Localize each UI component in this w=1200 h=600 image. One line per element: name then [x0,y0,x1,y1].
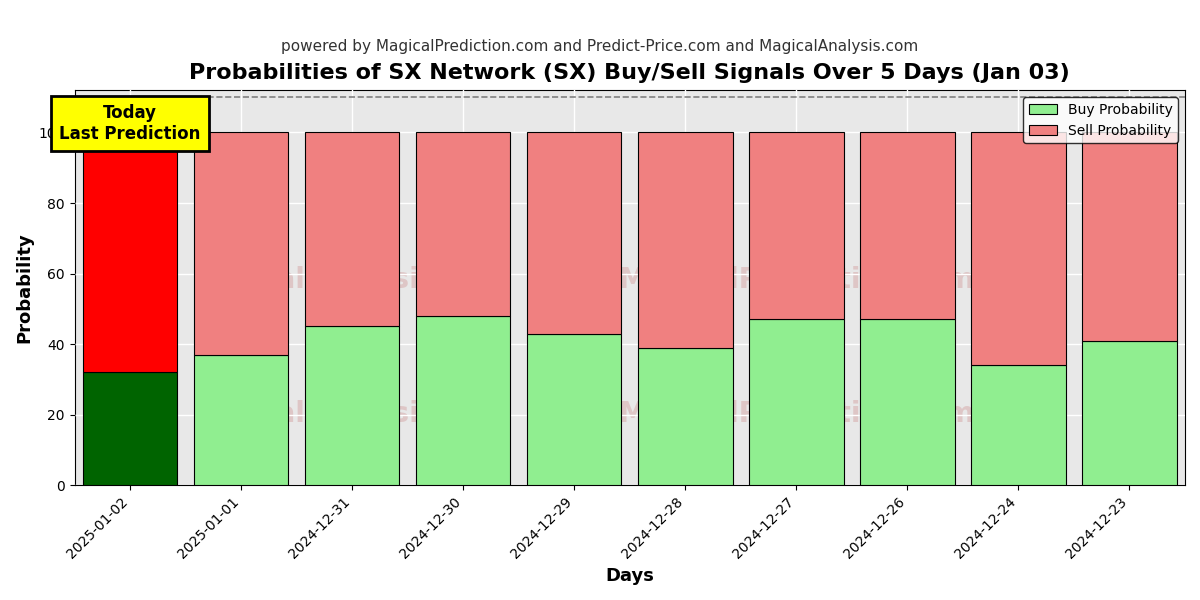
Bar [416,133,510,316]
Title: Probabilities of SX Network (SX) Buy/Sell Signals Over 5 Days (Jan 03): Probabilities of SX Network (SX) Buy/Sel… [190,63,1070,83]
Y-axis label: Probability: Probability [16,232,34,343]
Bar [83,133,178,373]
Text: powered by MagicalPrediction.com and Predict-Price.com and MagicalAnalysis.com: powered by MagicalPrediction.com and Pre… [281,39,919,54]
Bar [971,133,1066,365]
Bar [416,316,510,485]
Bar [749,319,844,485]
X-axis label: Days: Days [605,567,654,585]
Bar [1082,133,1177,341]
Bar [305,326,400,485]
Bar [638,133,732,347]
Bar [860,133,955,319]
Text: Today
Last Prediction: Today Last Prediction [60,104,200,143]
Bar [83,373,178,485]
Bar [749,133,844,319]
Bar [527,334,622,485]
Bar [194,133,288,355]
Bar [1082,341,1177,485]
Text: MagicalPrediction.com: MagicalPrediction.com [618,400,974,428]
Bar [860,319,955,485]
Bar [527,133,622,334]
Bar [305,133,400,326]
Legend: Buy Probability, Sell Probability: Buy Probability, Sell Probability [1024,97,1178,143]
Text: calAnalysis.com: calAnalysis.com [260,400,511,428]
Bar [194,355,288,485]
Bar [638,347,732,485]
Text: calAnalysis.com: calAnalysis.com [260,266,511,294]
Bar [971,365,1066,485]
Text: MagicalPrediction.com: MagicalPrediction.com [618,266,974,294]
